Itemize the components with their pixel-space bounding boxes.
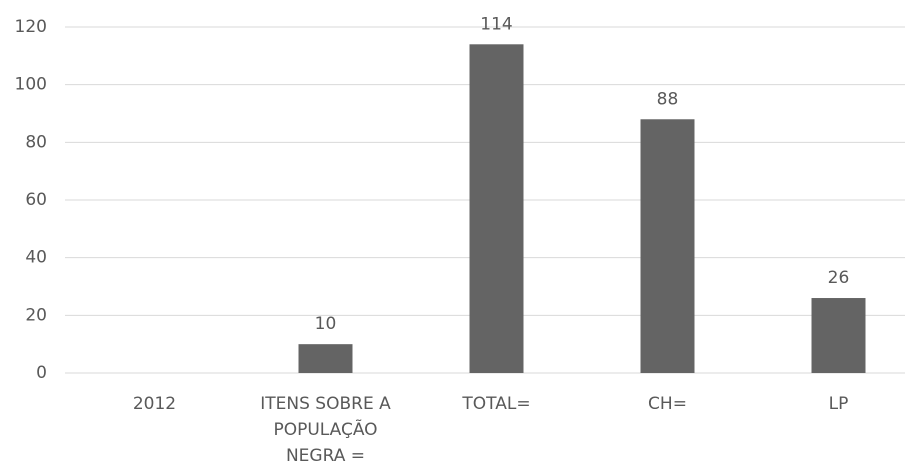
y-tick-label: 40 [25, 248, 47, 268]
y-tick-label: 100 [15, 75, 47, 95]
x-tick-label: 2012 [132, 394, 177, 414]
y-tick-label: 20 [25, 305, 47, 325]
x-tick-label: CH= [648, 394, 687, 414]
x-tick-label: ITENS SOBRE A POPULAÇÃO NEGRA = [260, 394, 391, 466]
bar [640, 119, 695, 374]
y-tick-label: 0 [36, 363, 47, 383]
data-label: 10 [315, 314, 337, 334]
data-label: 88 [657, 89, 679, 109]
bar [811, 298, 866, 373]
data-label: 26 [828, 268, 850, 288]
y-tick-label: 60 [25, 190, 47, 210]
bar [469, 44, 524, 374]
y-tick-label: 120 [15, 17, 47, 37]
y-tick-label: 80 [25, 132, 47, 152]
data-label: 114 [480, 14, 512, 34]
x-tick-label: TOTAL= [462, 394, 531, 414]
x-tick-label: LP [828, 394, 849, 414]
bar [298, 344, 353, 373]
